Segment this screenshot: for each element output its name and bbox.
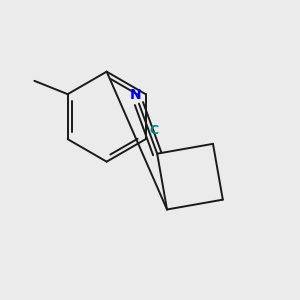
Text: N: N — [130, 88, 141, 102]
Text: C: C — [149, 124, 159, 137]
